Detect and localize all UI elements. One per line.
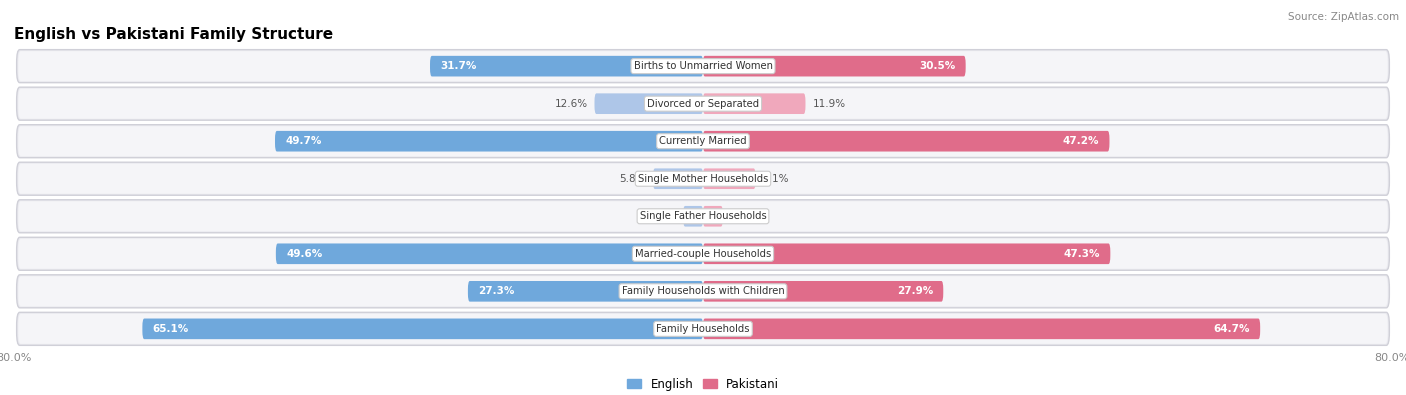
Text: Single Father Households: Single Father Households [640, 211, 766, 221]
FancyBboxPatch shape [703, 56, 966, 77]
FancyBboxPatch shape [17, 50, 1389, 83]
FancyBboxPatch shape [17, 125, 1389, 158]
Text: Divorced or Separated: Divorced or Separated [647, 99, 759, 109]
FancyBboxPatch shape [703, 243, 1111, 264]
FancyBboxPatch shape [142, 318, 703, 339]
Text: 5.8%: 5.8% [620, 174, 647, 184]
FancyBboxPatch shape [703, 131, 1109, 152]
FancyBboxPatch shape [18, 51, 1388, 81]
FancyBboxPatch shape [17, 312, 1389, 345]
Text: 12.6%: 12.6% [554, 99, 588, 109]
FancyBboxPatch shape [18, 126, 1388, 156]
FancyBboxPatch shape [468, 281, 703, 302]
Text: 49.7%: 49.7% [285, 136, 322, 146]
Text: Source: ZipAtlas.com: Source: ZipAtlas.com [1288, 12, 1399, 22]
Text: 11.9%: 11.9% [813, 99, 845, 109]
Text: 65.1%: 65.1% [153, 324, 188, 334]
FancyBboxPatch shape [18, 276, 1388, 307]
FancyBboxPatch shape [17, 87, 1389, 120]
FancyBboxPatch shape [18, 201, 1388, 231]
Text: 2.3%: 2.3% [650, 211, 676, 221]
Text: Family Households with Children: Family Households with Children [621, 286, 785, 296]
FancyBboxPatch shape [276, 243, 703, 264]
Text: English vs Pakistani Family Structure: English vs Pakistani Family Structure [14, 27, 333, 42]
FancyBboxPatch shape [703, 168, 755, 189]
Text: 49.6%: 49.6% [287, 249, 322, 259]
FancyBboxPatch shape [703, 281, 943, 302]
FancyBboxPatch shape [430, 56, 703, 77]
FancyBboxPatch shape [276, 131, 703, 152]
FancyBboxPatch shape [17, 237, 1389, 270]
Text: 64.7%: 64.7% [1213, 324, 1250, 334]
FancyBboxPatch shape [18, 239, 1388, 269]
FancyBboxPatch shape [703, 318, 1260, 339]
Text: 30.5%: 30.5% [920, 61, 955, 71]
Text: Single Mother Households: Single Mother Households [638, 174, 768, 184]
FancyBboxPatch shape [17, 200, 1389, 233]
Text: Currently Married: Currently Married [659, 136, 747, 146]
Legend: English, Pakistani: English, Pakistani [627, 378, 779, 391]
FancyBboxPatch shape [703, 93, 806, 114]
Text: 47.2%: 47.2% [1063, 136, 1099, 146]
Text: 31.7%: 31.7% [440, 61, 477, 71]
FancyBboxPatch shape [683, 206, 703, 227]
FancyBboxPatch shape [17, 275, 1389, 308]
FancyBboxPatch shape [652, 168, 703, 189]
Text: Married-couple Households: Married-couple Households [636, 249, 770, 259]
Text: 2.3%: 2.3% [730, 211, 756, 221]
Text: Family Households: Family Households [657, 324, 749, 334]
Text: 47.3%: 47.3% [1063, 249, 1099, 259]
FancyBboxPatch shape [18, 89, 1388, 118]
Text: 6.1%: 6.1% [762, 174, 789, 184]
FancyBboxPatch shape [18, 314, 1388, 344]
Text: Births to Unmarried Women: Births to Unmarried Women [634, 61, 772, 71]
Text: 27.3%: 27.3% [478, 286, 515, 296]
FancyBboxPatch shape [703, 206, 723, 227]
Text: 27.9%: 27.9% [897, 286, 934, 296]
FancyBboxPatch shape [18, 164, 1388, 194]
FancyBboxPatch shape [17, 162, 1389, 195]
FancyBboxPatch shape [595, 93, 703, 114]
